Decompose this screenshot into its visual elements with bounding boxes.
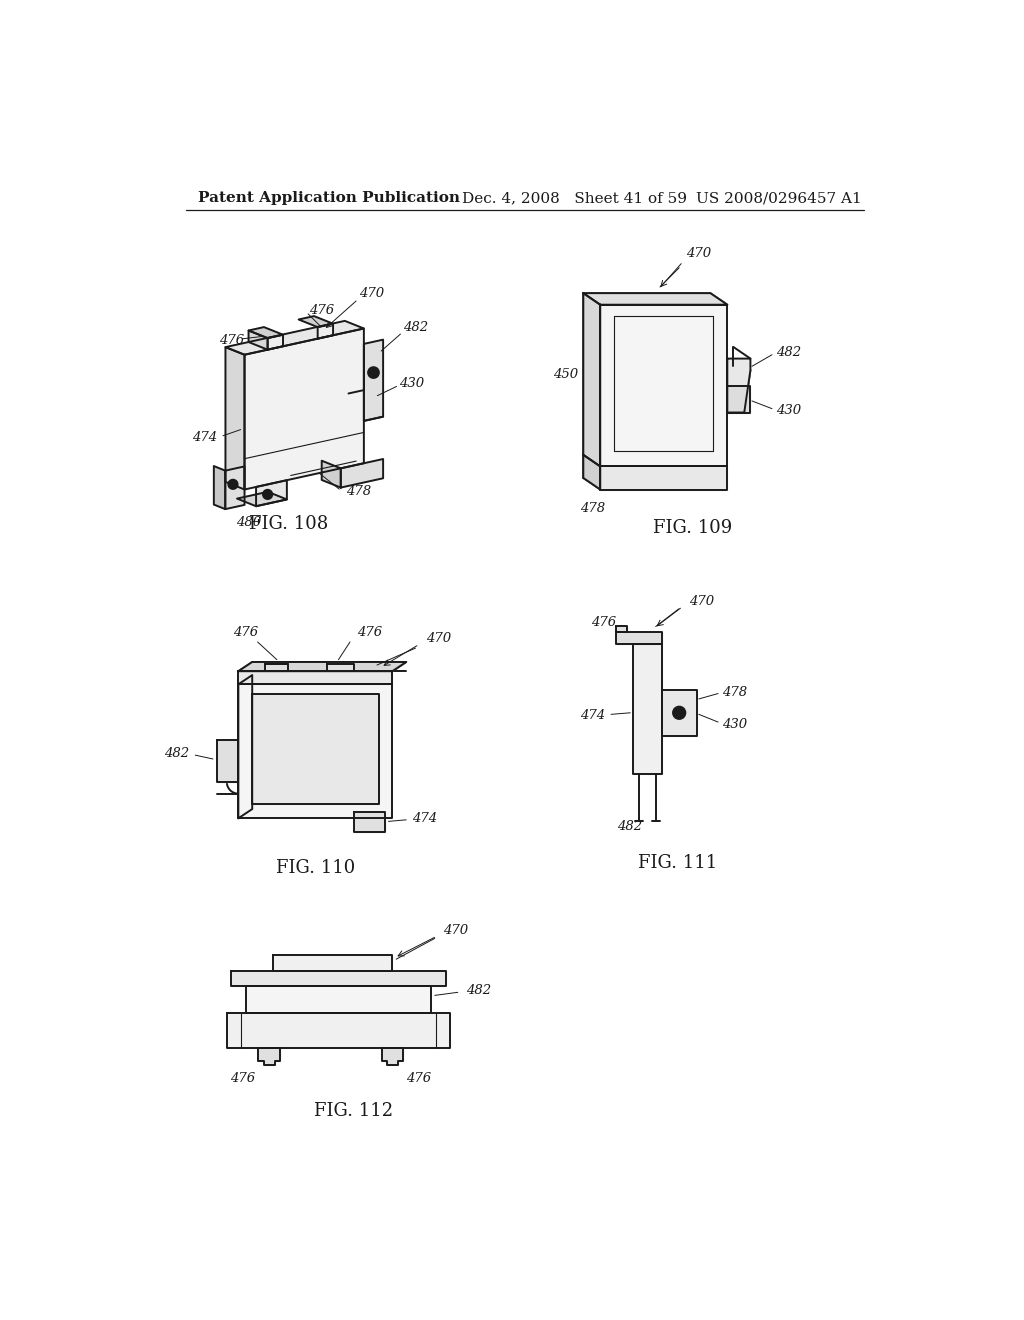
Text: 476: 476 [309,304,335,317]
Text: Patent Application Publication: Patent Application Publication [199,191,461,206]
Polygon shape [317,323,333,339]
Polygon shape [273,956,392,970]
Text: 474: 474 [412,812,437,825]
Text: 470: 470 [686,247,711,260]
Polygon shape [584,293,600,466]
Polygon shape [727,385,751,412]
Text: 474: 474 [580,709,605,722]
Circle shape [368,367,379,378]
Text: 478: 478 [723,685,748,698]
Polygon shape [364,339,383,421]
Text: FIG. 111: FIG. 111 [638,854,717,873]
Polygon shape [246,986,431,1014]
Text: 476: 476 [218,334,244,347]
Text: 470: 470 [689,594,715,607]
Polygon shape [214,466,225,510]
Text: 482: 482 [466,985,492,998]
Text: 470: 470 [359,286,385,300]
Text: 478: 478 [580,502,605,515]
Polygon shape [230,970,446,986]
Polygon shape [341,459,383,487]
Text: FIG. 108: FIG. 108 [249,515,329,533]
Text: FIG. 112: FIG. 112 [314,1102,393,1119]
Text: 480: 480 [236,516,261,529]
Polygon shape [258,1048,280,1065]
Polygon shape [239,663,407,671]
Polygon shape [267,335,283,350]
Text: 476: 476 [233,626,259,639]
Text: 482: 482 [616,820,642,833]
Polygon shape [615,626,628,632]
Text: 470: 470 [443,924,468,937]
Polygon shape [237,492,287,506]
Text: 482: 482 [403,321,428,334]
Polygon shape [615,632,662,644]
Text: 470: 470 [426,632,452,645]
Polygon shape [584,455,600,490]
Polygon shape [633,644,662,775]
Polygon shape [249,327,283,338]
Text: 476: 476 [356,626,382,639]
Text: 450: 450 [553,367,579,380]
Circle shape [263,490,272,499]
Text: Dec. 4, 2008   Sheet 41 of 59: Dec. 4, 2008 Sheet 41 of 59 [462,191,687,206]
Text: 482: 482 [776,346,802,359]
Text: 476: 476 [591,616,615,630]
Polygon shape [299,315,333,327]
Text: 430: 430 [776,404,802,417]
Circle shape [673,706,685,719]
Polygon shape [225,321,364,355]
Text: FIG. 109: FIG. 109 [653,519,732,537]
Polygon shape [584,293,727,305]
Polygon shape [217,739,239,781]
Polygon shape [226,1014,451,1048]
Polygon shape [249,330,267,350]
Polygon shape [239,675,252,818]
Text: 430: 430 [399,376,425,389]
Polygon shape [327,664,354,671]
Polygon shape [600,466,727,490]
Polygon shape [256,480,287,506]
Polygon shape [600,305,727,466]
Polygon shape [239,671,392,684]
Polygon shape [322,461,341,487]
Text: 476: 476 [230,1072,256,1085]
Text: 476: 476 [406,1072,431,1085]
Polygon shape [239,684,392,818]
Polygon shape [662,689,696,737]
Polygon shape [225,466,245,510]
Text: FIG. 110: FIG. 110 [275,859,355,878]
Polygon shape [382,1048,403,1065]
Polygon shape [727,359,751,412]
Polygon shape [354,812,385,832]
Text: US 2008/0296457 A1: US 2008/0296457 A1 [696,191,862,206]
Text: 430: 430 [723,718,748,731]
Text: 478: 478 [346,484,371,498]
Polygon shape [225,347,245,490]
Polygon shape [252,693,379,804]
Circle shape [228,479,238,488]
Polygon shape [265,664,289,671]
Text: 482: 482 [164,747,189,760]
Text: 474: 474 [191,430,217,444]
Polygon shape [245,329,364,490]
